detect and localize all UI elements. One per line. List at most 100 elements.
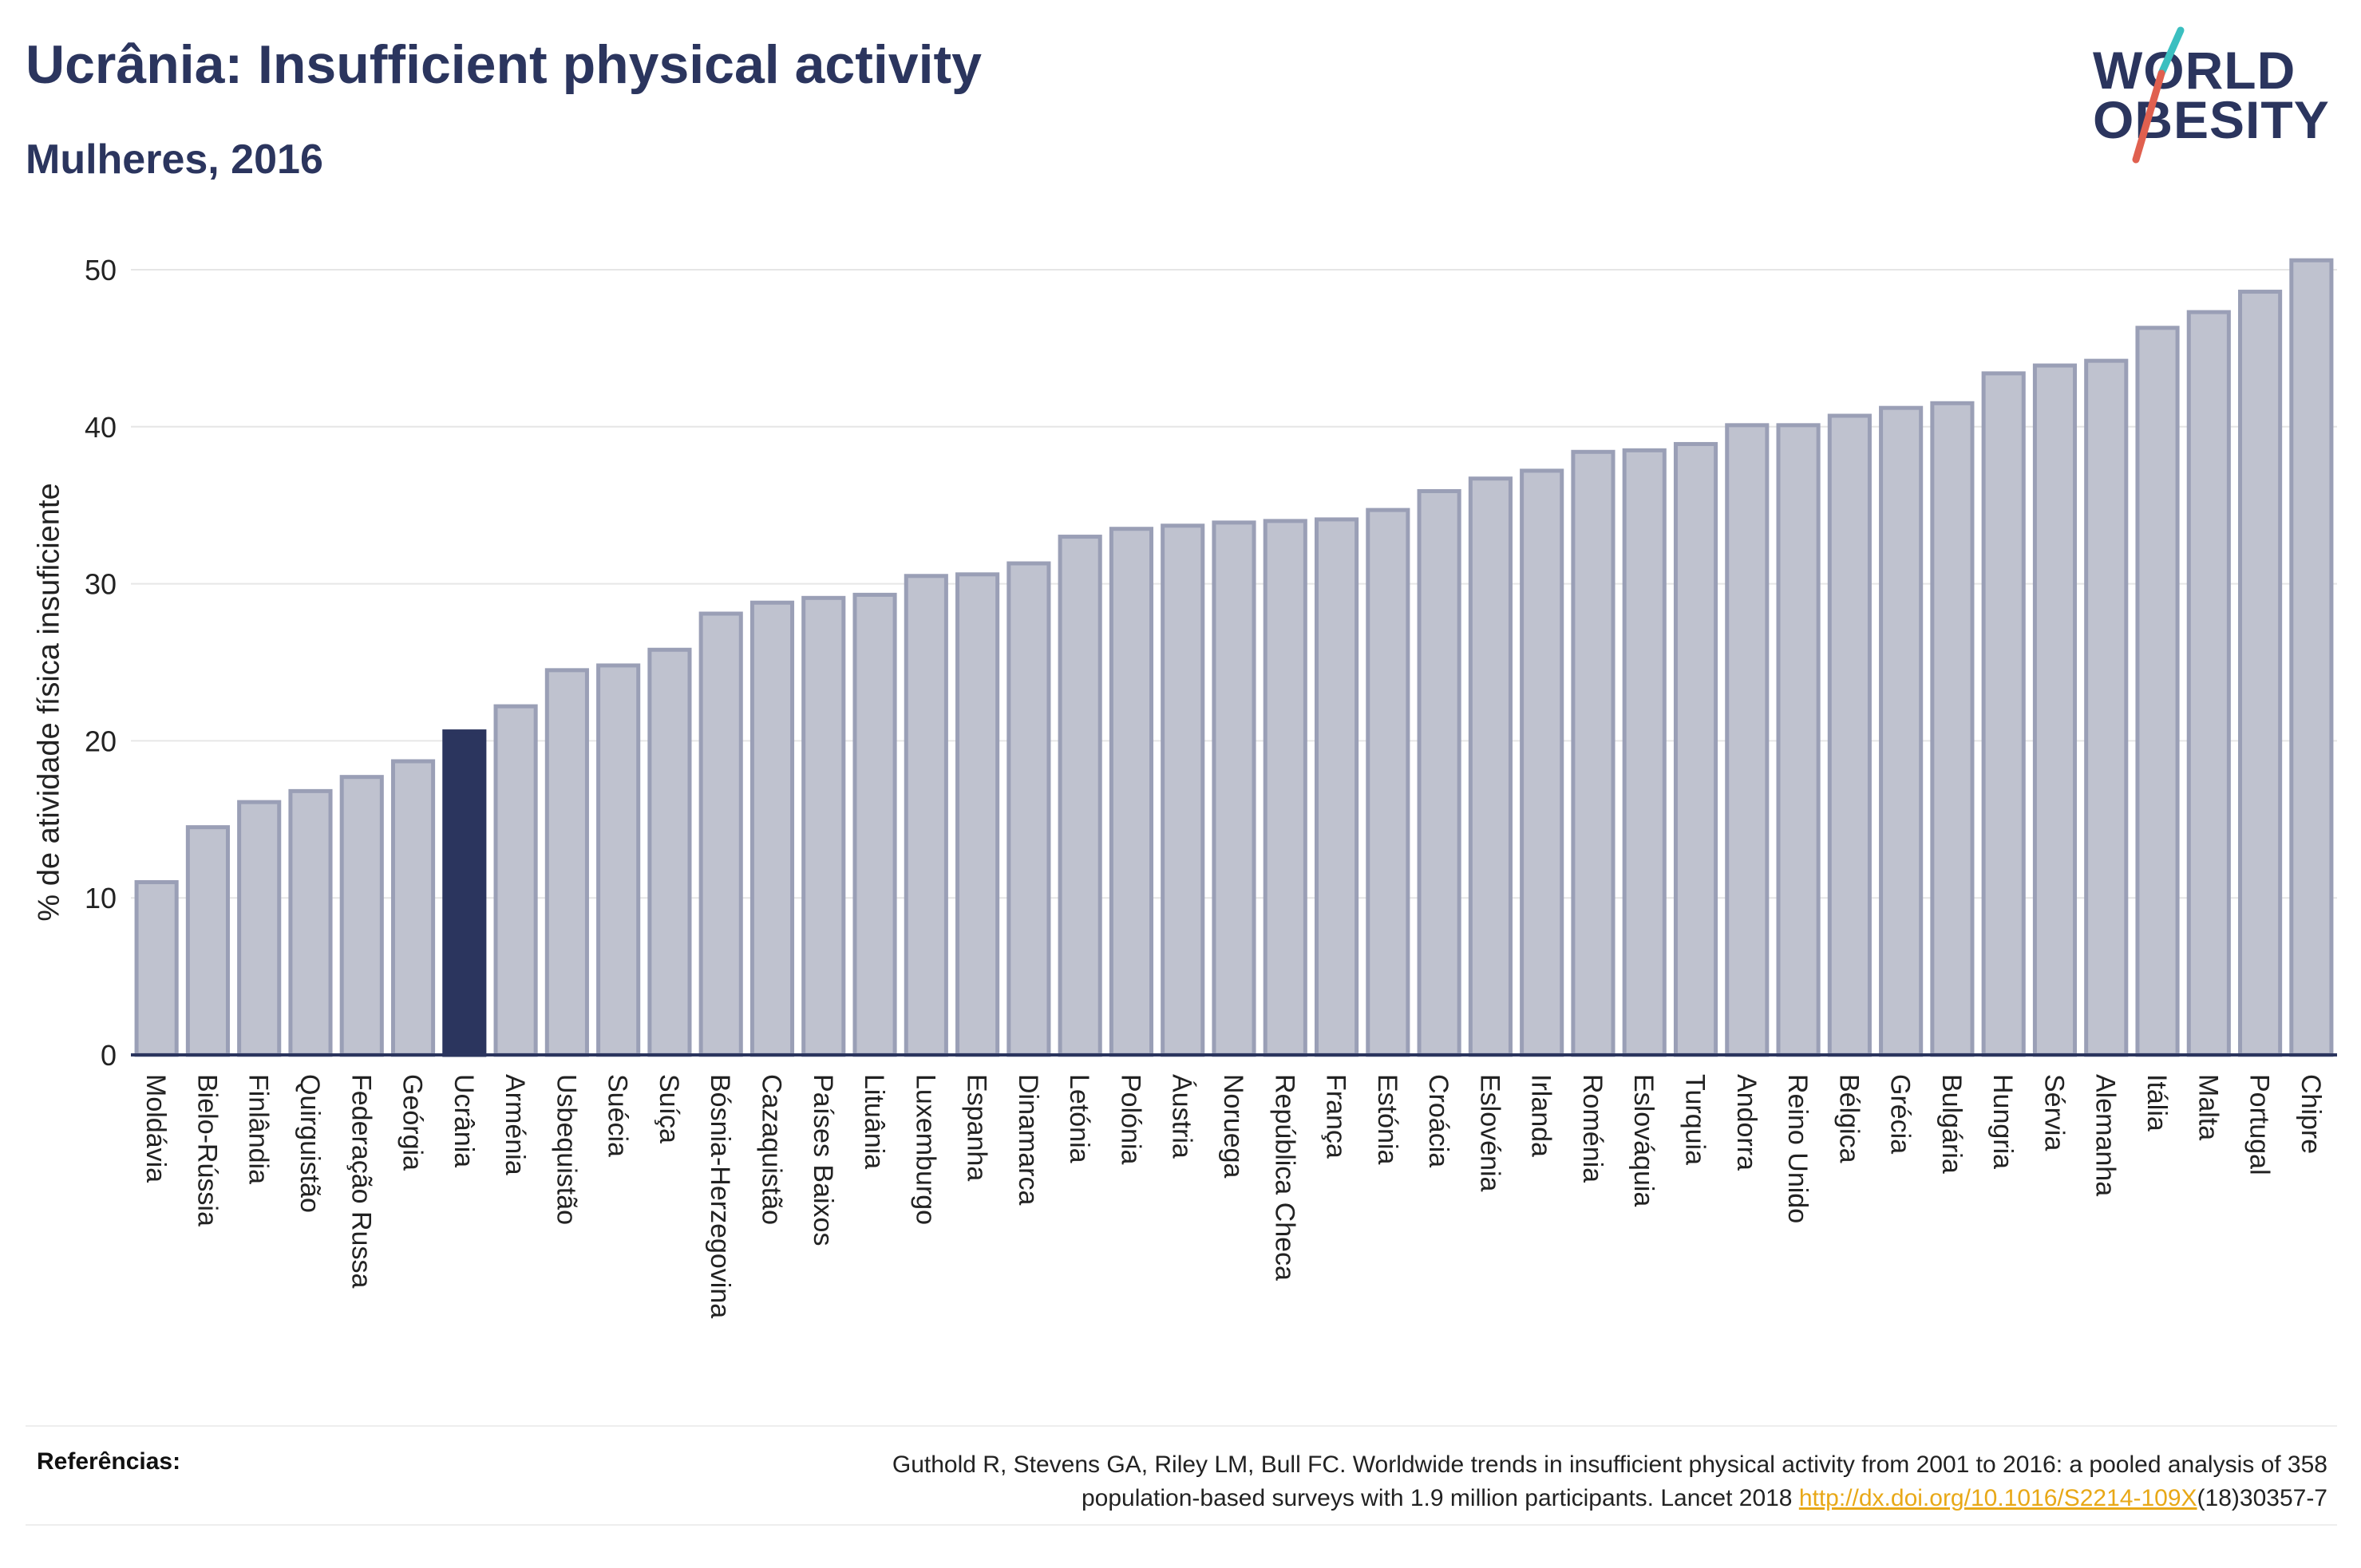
bar-11: [698, 611, 743, 1057]
bar-8: [544, 668, 589, 1057]
bar-42: [2289, 258, 2334, 1057]
bar-1: [185, 825, 230, 1057]
bar-23: [1314, 517, 1359, 1057]
bar-6: [442, 729, 487, 1057]
bar-13: [801, 595, 846, 1057]
bar-33: [1827, 413, 1872, 1057]
x-tick-label-14: Lituânia: [859, 1074, 889, 1169]
chart-title: Ucrânia: Insufficient physical activity: [26, 34, 982, 95]
bar-4: [339, 775, 384, 1057]
x-tick-label-41: Portugal: [2244, 1074, 2275, 1175]
x-tick-label-22: República Checa: [1269, 1074, 1299, 1281]
x-tick-label-39: Itália: [2142, 1074, 2172, 1132]
references-doi-link[interactable]: http://dx.doi.org/10.1016/S2214-109X: [1798, 1485, 2197, 1511]
x-tick-label-15: Luxemburgo: [910, 1074, 940, 1225]
x-tick-label-30: Turquia: [1680, 1074, 1710, 1165]
bar-chart: 0 10 20 30 40 50 Moldávia Bielo-Rússia Finlândia…: [85, 254, 2337, 1318]
x-tick-label-11: Bósnia-Herzegovina: [705, 1074, 735, 1318]
bar-30: [1673, 441, 1718, 1057]
bar-28: [1571, 449, 1616, 1057]
x-tick-label-24: Estónia: [1372, 1074, 1402, 1164]
y-tick-label-50: 50: [85, 254, 117, 286]
logo-text-obesity: OBESITY: [2093, 90, 2330, 149]
y-tick-label-10: 10: [85, 882, 117, 914]
x-tick-label-2: Finlândia: [243, 1074, 274, 1184]
bar-14: [852, 592, 897, 1057]
x-tick-label-21: Noruega: [1218, 1074, 1248, 1179]
x-tick-label-23: França: [1321, 1074, 1351, 1159]
y-tick-label-0: 0: [101, 1039, 117, 1072]
y-tick-label-40: 40: [85, 411, 117, 444]
x-tick-label-8: Usbequistão: [551, 1074, 581, 1225]
references-line-2: population-based surveys with 1.9 millio…: [492, 1482, 2327, 1515]
bar-3: [288, 788, 333, 1057]
bar-12: [749, 600, 795, 1057]
x-tick-label-25: Croácia: [1423, 1074, 1453, 1167]
x-tick-label-0: Moldávia: [140, 1074, 171, 1183]
bar-39: [2135, 326, 2180, 1057]
x-tick-label-19: Polónia: [1115, 1074, 1145, 1165]
x-tick-label-1: Bielo-Rússia: [192, 1074, 222, 1226]
bar-31: [1725, 423, 1770, 1057]
x-tick-label-38: Alemanha: [2090, 1074, 2121, 1196]
x-tick-label-17: Dinamarca: [1013, 1074, 1043, 1205]
x-tick-label-33: Bélgica: [1833, 1074, 1864, 1163]
bar-38: [2084, 358, 2129, 1057]
x-tick-label-5: Geórgia: [397, 1074, 428, 1171]
bar-24: [1366, 508, 1410, 1057]
bar-18: [1058, 535, 1102, 1057]
x-tick-label-32: Reino Unido: [1782, 1074, 1813, 1223]
x-tick-label-37: Sérvia: [2039, 1074, 2069, 1151]
x-tick-label-26: Eslovénia: [1474, 1074, 1505, 1192]
x-tick-label-4: Federação Russa: [346, 1074, 376, 1288]
logo-slash-icon: [2132, 26, 2185, 164]
bar-2: [237, 800, 282, 1057]
bar-17: [1006, 561, 1051, 1057]
x-tick-label-6: Ucrânia: [449, 1074, 479, 1167]
references-line-2-suffix: (18)30357-7: [2197, 1485, 2327, 1511]
x-tick-label-35: Bulgária: [1936, 1074, 1967, 1174]
x-tick-label-36: Hungria: [1987, 1074, 2018, 1169]
x-tick-label-27: Irlanda: [1526, 1074, 1556, 1157]
x-tick-label-16: Espanha: [962, 1074, 992, 1181]
chart-subtitle: Mulheres, 2016: [26, 136, 323, 183]
references-line-2-text: population-based surveys with 1.9 millio…: [1081, 1485, 1799, 1511]
x-tick-label-34: Grécia: [1885, 1074, 1916, 1154]
x-tick-label-12: Cazaquistão: [756, 1074, 786, 1225]
bar-16: [955, 572, 1000, 1057]
x-tick-label-29: Eslováquia: [1628, 1074, 1659, 1207]
bar-37: [2032, 363, 2078, 1057]
y-tick-label-20: 20: [85, 725, 117, 757]
x-tick-label-7: Arménia: [500, 1074, 530, 1175]
bar-29: [1622, 448, 1667, 1057]
references-divider-bottom: [26, 1524, 2337, 1526]
x-tick-label-31: Andorra: [1731, 1074, 1762, 1171]
bar-10: [647, 647, 692, 1057]
bar-27: [1520, 468, 1564, 1057]
bar-36: [1981, 371, 2026, 1057]
bar-35: [1930, 401, 1975, 1057]
x-tick-label-18: Letónia: [1064, 1074, 1094, 1163]
x-tick-label-3: Quirguistão: [295, 1074, 325, 1213]
bar-26: [1468, 476, 1513, 1057]
x-tick-label-10: Suíça: [654, 1074, 684, 1143]
x-tick-label-28: Roménia: [1577, 1074, 1608, 1183]
bar-5: [390, 759, 436, 1057]
logo-text-world: WORLD: [2093, 41, 2296, 100]
bar-9: [596, 663, 641, 1057]
bar-40: [2186, 310, 2231, 1057]
bar-7: [493, 704, 538, 1057]
references-line-1: Guthold R, Stevens GA, Riley LM, Bull FC…: [892, 1451, 2327, 1478]
bar-0: [134, 880, 179, 1057]
x-tick-label-13: Países Baixos: [808, 1074, 838, 1246]
references-text: Guthold R, Stevens GA, Riley LM, Bull FC…: [492, 1448, 2327, 1515]
bar-32: [1776, 423, 1821, 1057]
x-tick-label-20: Áustria: [1167, 1074, 1197, 1159]
bar-20: [1161, 523, 1205, 1057]
world-obesity-logo: WORLD OBESITY: [2083, 24, 2339, 168]
y-tick-label-30: 30: [85, 568, 117, 601]
bar-15: [904, 574, 948, 1057]
bar-19: [1109, 527, 1154, 1057]
bar-22: [1263, 519, 1307, 1057]
x-tick-label-40: Malta: [2193, 1074, 2223, 1140]
